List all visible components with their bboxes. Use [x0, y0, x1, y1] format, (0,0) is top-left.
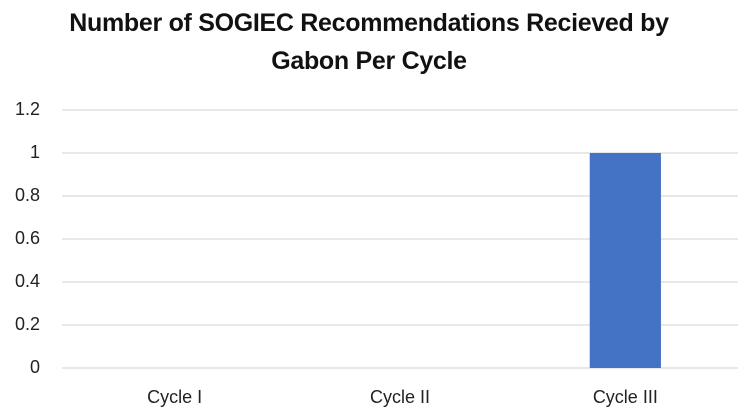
- bar: [589, 153, 661, 368]
- chart-title: Number of SOGIEC Recommendations Recieve…: [69, 9, 669, 75]
- y-tick-label: 0: [30, 357, 40, 377]
- y-tick-label: 0.2: [15, 314, 40, 334]
- x-tick-label: Cycle II: [370, 387, 430, 407]
- y-tick-label: 1: [30, 142, 40, 162]
- y-tick-label: 0.6: [15, 228, 40, 248]
- x-tick-label: Cycle I: [147, 387, 202, 407]
- x-tick-label: Cycle III: [593, 387, 658, 407]
- y-tick-label: 1.2: [15, 99, 40, 119]
- y-tick-label: 0.4: [15, 271, 40, 291]
- y-tick-label: 0.8: [15, 185, 40, 205]
